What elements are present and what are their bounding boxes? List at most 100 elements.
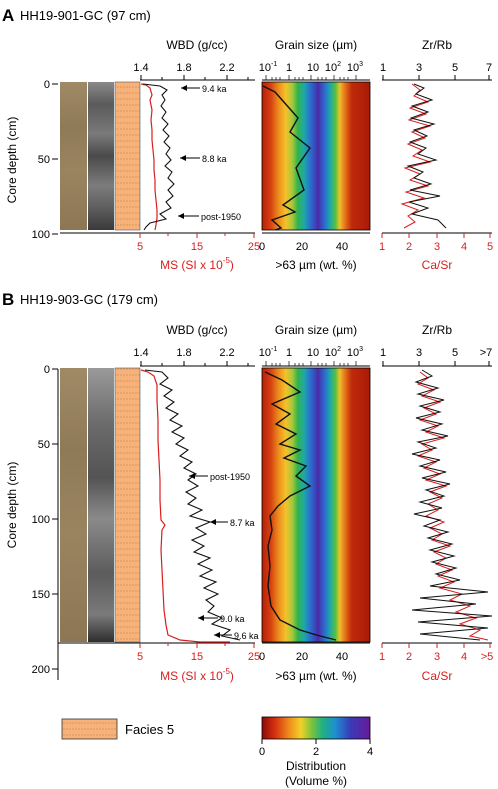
grain-size-axis-label: Grain size (µm) [275, 38, 357, 52]
ca-sr-tick: 3 [434, 651, 440, 663]
colorbar-subtitle: (Volume %) [285, 774, 347, 788]
core-photo [60, 368, 87, 642]
facies-swatch [61, 718, 118, 740]
core-title: HH19-901-GC (97 cm) [20, 8, 151, 23]
depth-tick: 100 [32, 229, 50, 241]
age-label: post-1950 [201, 212, 241, 222]
coarse-tick: 40 [336, 651, 348, 663]
age-label: 9.4 ka [202, 84, 227, 94]
depth-axis-label: Core depth (cm) [5, 462, 19, 549]
ca-sr-tick: >5 [481, 651, 494, 663]
wbd-tick: 1.4 [133, 347, 148, 359]
wbd-tick: 2.2 [219, 62, 234, 74]
coarse-axis-label: >63 µm (wt. %) [275, 258, 356, 272]
wbd-tick: 1.8 [176, 347, 191, 359]
grain-size-tick: 10-1 [259, 346, 278, 359]
zr-rb-tick: 7 [486, 62, 492, 74]
ca-sr-tick: 4 [461, 241, 467, 253]
facies-column [114, 367, 141, 643]
colorbar-title: Distribution [286, 759, 346, 773]
wbd-axis-label: WBD (g/cc) [166, 38, 227, 52]
grain-size-heatmap [262, 82, 370, 230]
ms-tick: 25 [248, 651, 260, 663]
coarse-fraction-curve [262, 85, 311, 231]
ms-tick: 15 [191, 651, 203, 663]
coarse-tick: 20 [296, 241, 308, 253]
ca-sr-tick: 4 [461, 651, 467, 663]
ms-tick: 25 [248, 241, 260, 253]
grain-size-tick: 10-1 [259, 61, 278, 74]
depth-tick: 150 [32, 589, 50, 601]
zr-rb-tick: 3 [416, 347, 422, 359]
depth-tick: 100 [32, 514, 50, 526]
ca-sr-tick: 1 [379, 651, 385, 663]
wbd-tick: 2.2 [219, 347, 234, 359]
zr-rb-axis-label: Zr/Rb [422, 323, 452, 337]
ms-curve [140, 83, 158, 231]
ms-axis-label: MS (SI x 10-5) [160, 667, 234, 683]
grain-size-tick: 1 [286, 347, 292, 359]
grain-size-tick: 1 [286, 62, 292, 74]
grain-size-axis-label: Grain size (µm) [275, 323, 357, 337]
depth-axis-label: Core depth (cm) [5, 117, 19, 204]
colorbar-tick: 2 [313, 746, 319, 758]
colorbar-tick: 0 [259, 746, 265, 758]
zr-rb-axis-label: Zr/Rb [422, 38, 452, 52]
grain-size-tick: 103 [347, 61, 363, 74]
coarse-tick: 40 [336, 241, 348, 253]
ca-sr-tick: 1 [379, 241, 385, 253]
zr-rb-tick: 1 [380, 62, 386, 74]
wbd-axis-label: WBD (g/cc) [166, 323, 227, 337]
zr-rb-curve [411, 369, 493, 641]
age-label: 9.6 ka [234, 631, 259, 641]
ca-sr-tick: 3 [434, 241, 440, 253]
zr-rb-tick: >7 [480, 347, 493, 359]
ca-sr-tick: 2 [406, 241, 412, 253]
depth-tick: 0 [44, 364, 50, 376]
panel-letter: A [2, 6, 14, 25]
age-label: 9.0 ka [220, 614, 245, 624]
ca-sr-curve [416, 371, 489, 641]
depth-tick: 200 [32, 664, 50, 676]
coarse-tick: 0 [259, 241, 265, 253]
ms-tick: 5 [137, 651, 143, 663]
ct-scan-image [88, 368, 114, 642]
age-label: post-1950 [210, 472, 250, 482]
ms-curve [140, 369, 230, 643]
coarse-tick: 20 [296, 651, 308, 663]
zr-rb-tick: 5 [452, 62, 458, 74]
zr-rb-tick: 3 [416, 62, 422, 74]
zr-rb-tick: 1 [380, 347, 386, 359]
coarse-axis-label: >63 µm (wt. %) [275, 669, 356, 683]
wbd-tick: 1.8 [176, 62, 191, 74]
ms-tick: 15 [191, 241, 203, 253]
colorbar [261, 716, 371, 740]
grain-size-tick: 10 [307, 347, 319, 359]
depth-tick: 50 [38, 439, 50, 451]
coarse-tick: 0 [259, 651, 265, 663]
ca-sr-curve [400, 83, 432, 229]
core-photo [60, 82, 87, 230]
facies-column [114, 81, 141, 231]
ca-sr-axis-label: Ca/Sr [422, 258, 453, 272]
panel-letter: B [2, 290, 14, 309]
panel-a: A HH19-901-GC (97 cm) Core depth (cm) 0 … [2, 6, 493, 272]
depth-tick: 50 [38, 154, 50, 166]
age-label: 8.8 ka [202, 154, 227, 164]
depth-tick: 0 [44, 79, 50, 91]
grain-size-tick: 103 [347, 346, 363, 359]
age-label: 8.7 ka [230, 518, 255, 528]
ca-sr-tick: 5 [487, 241, 493, 253]
wbd-curve [142, 83, 175, 231]
grain-size-tick: 102 [325, 346, 341, 359]
ca-sr-axis-label: Ca/Sr [422, 669, 453, 683]
grain-size-tick: 102 [325, 61, 341, 74]
ms-tick: 5 [137, 241, 143, 253]
legend: Facies 5 0 2 4 Distribution (Volume %) [61, 716, 373, 788]
zr-rb-tick: 5 [452, 347, 458, 359]
ms-axis-label: MS (SI x 10-5) [160, 256, 234, 272]
wbd-curve [144, 369, 241, 641]
grain-size-tick: 10 [307, 62, 319, 74]
coarse-fraction-curve [264, 371, 337, 641]
